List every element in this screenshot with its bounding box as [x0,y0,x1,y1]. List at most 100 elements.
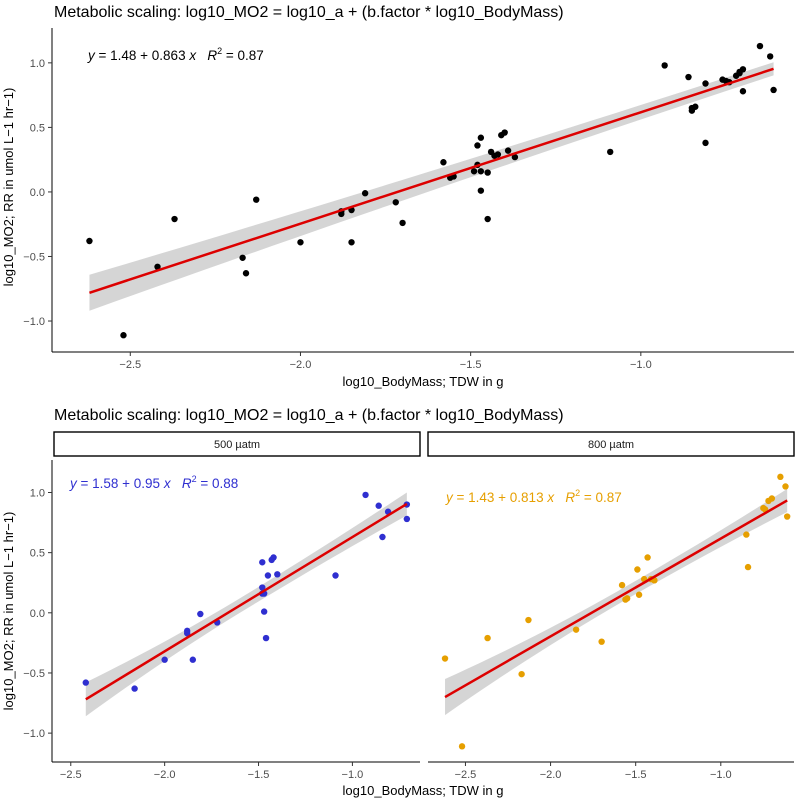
facet-500-point [259,559,266,566]
facet-500-confidence-band [85,492,407,717]
facet-800-regression-line [444,499,788,699]
top-point [171,215,178,223]
top-point [770,86,777,94]
top-point [392,199,399,206]
top-point [739,66,747,73]
facet-800-point [572,626,580,633]
top-y-tick-label: −1.0 [23,316,45,328]
top-point [474,142,481,149]
facet-500-y-tick-label: −0.5 [23,668,45,680]
facet-500-strip-label: 500 µatm [214,439,260,451]
top-chart: Metabolic scaling: log10_MO2 = log10_a +… [1,4,794,389]
top-y-tick-label: −0.5 [23,251,45,263]
facet-500-strip [53,431,421,457]
facet-800-point [635,591,643,598]
facet-500-point [332,572,339,579]
top-point [702,139,709,147]
top-y-tick-label: 0.0 [30,187,45,199]
top-point [253,196,260,203]
top-point [348,239,355,246]
facet-800-point [441,655,449,662]
facet-500-y-tick-label: −1.0 [23,728,45,740]
facet-500-point [270,554,277,561]
top-y-tick-label: 1.0 [30,58,45,70]
top-point [297,239,304,246]
top-chart-title: Metabolic scaling: log10_MO2 = log10_a +… [54,4,564,21]
facet-800-point [743,531,750,538]
top-point [477,187,485,194]
facet-500-point [262,634,270,642]
top-plot-area: −1.0 −0.5 0.0 0.5 1.0 −2.5 −2.0 −1.5 −1.0 y = 1.4… [23,28,794,371]
facet-500-point [274,571,281,578]
top-x-tick-label: −1.0 [630,359,652,371]
top-point [607,148,614,156]
bottom-chart-title: Metabolic scaling: log10_MO2 = log10_a +… [54,407,564,424]
top-point [739,88,747,95]
facet-500-point [403,515,411,523]
facet-500-point [375,502,382,509]
facet-500-regression-line [85,502,408,701]
top-y-axis-label: log10_MO2; RR in umol L−1 hr−1) [1,88,16,287]
facet-500-x-tick-label: −1.0 [342,769,364,781]
facet-800-point [623,595,631,602]
facet-800-point [768,495,776,502]
facet-500-equation-annotation: y = 1.58 + 0.95 x R2 = 0.88 [69,474,238,491]
top-point [477,168,485,175]
top-y-tick-label: 0.5 [30,122,45,134]
facet-800-point [525,616,532,624]
top-point [685,73,692,81]
top-x-tick-label: −1.5 [460,359,482,371]
facet-500-x-tick-label: −2.5 [60,769,82,781]
top-x-tick-label: −2.0 [290,359,312,371]
facet-500-point [183,630,191,637]
facet-800-point [777,473,784,481]
facet-500-point [131,685,138,692]
facet-500-x-tick-label: −2.0 [154,769,176,781]
facet-500-panel: 500 µatm −1.0 −0.5 0.0 0.5 1.0 −2.5 −2.0 −1.5 −1.… [23,431,421,781]
facet-500-y-tick-label: 0.5 [30,548,45,560]
facet-800-point [484,634,491,642]
top-point [399,219,406,227]
top-equation-annotation: y = 1.48 + 0.863 x R2 = 0.87 [87,46,264,63]
top-point [756,42,764,50]
top-point [511,153,519,161]
facet-500-point [189,656,197,663]
bottom-y-axis-label: log10_MO2; RR in umol L−1 hr−1) [1,512,16,711]
facet-500-x-tick-label: −1.5 [248,769,270,781]
facet-800-strip-label: 800 µatm [588,439,634,451]
top-point [239,254,246,261]
top-point [692,103,699,110]
facet-800-point [783,513,791,520]
bottom-chart: Metabolic scaling: log10_MO2 = log10_a +… [1,407,795,798]
facet-500-y-tick-label: 0.0 [30,608,45,620]
facet-500-point [197,610,204,618]
facet-800-point [744,563,752,571]
facet-500-point [362,491,369,499]
top-point [154,263,161,271]
top-regression-line [89,67,774,294]
top-point [702,80,709,87]
top-x-axis-label: log10_BodyMass; TDW in g [343,374,504,389]
facet-800-confidence-band [445,488,788,716]
top-point [661,62,668,69]
facet-800-x-tick-label: −2.0 [540,769,562,781]
facet-500-point [82,679,89,686]
facet-800-x-tick-label: −2.5 [455,769,477,781]
top-point [484,169,491,176]
top-point [440,159,447,166]
top-point [338,210,345,218]
top-x-tick-label: −2.5 [119,359,141,371]
facet-800-point [518,670,525,678]
facet-800-point [618,581,626,589]
facet-800-strip [427,431,795,457]
facet-800-equation-annotation: y = 1.43 + 0.813 x R2 = 0.87 [445,488,622,505]
top-point [477,134,485,141]
top-point [242,270,250,277]
facet-800-point [598,638,605,645]
facet-500-point [379,533,386,541]
facet-500-point [161,656,168,663]
facet-800-point [458,743,466,750]
top-point [484,215,491,223]
facet-800-point [644,554,651,561]
